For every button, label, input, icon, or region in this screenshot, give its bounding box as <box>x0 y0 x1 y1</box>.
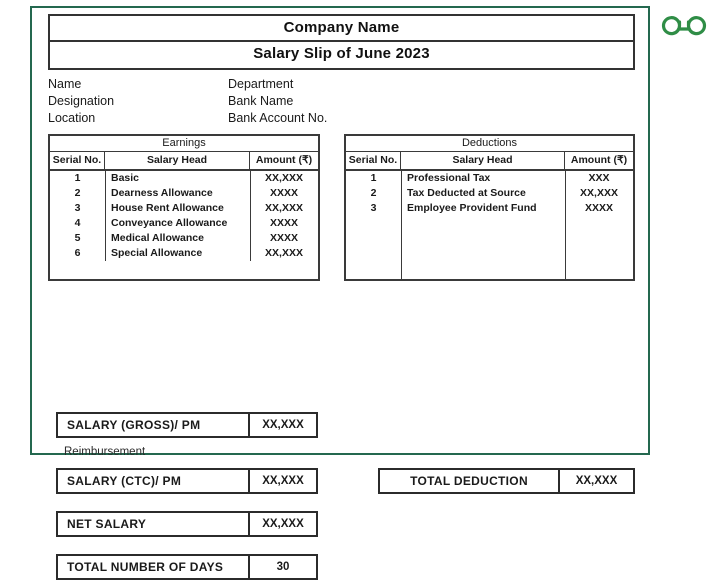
table-row: 6 Special Allowance XX,XXX <box>50 246 318 261</box>
deductions-amount: XXXX <box>584 202 613 214</box>
employee-field-designation: Designation <box>48 94 115 108</box>
deductions-serial: 2 <box>370 187 377 199</box>
deductions-table-header: Serial No. Salary Head Amount (₹) <box>346 152 633 171</box>
deductions-col-serial: Serial No. <box>346 152 401 169</box>
table-row: 3 House Rent Allowance XX,XXX <box>50 201 318 216</box>
employee-field-location: Location <box>48 111 96 125</box>
salary-ctc-label: SALARY (CTC)/ PM <box>67 474 182 488</box>
table-row: 1 Basic XX,XXX <box>50 171 318 186</box>
table-row: 2 Tax Deducted at Source XX,XXX <box>346 186 633 201</box>
earnings-head: House Rent Allowance <box>111 202 224 214</box>
earnings-serial: 4 <box>74 217 81 229</box>
employee-field-name: Name <box>48 77 82 91</box>
earnings-amount: XXXX <box>269 232 298 244</box>
employee-detail-row: Location Bank Account No. <box>48 110 635 127</box>
employee-field-bank-account: Bank Account No. <box>228 111 328 125</box>
earnings-col-serial: Serial No. <box>50 152 105 169</box>
table-row: 3 Employee Provident Fund XXXX <box>346 201 633 216</box>
total-days-label: TOTAL NUMBER OF DAYS <box>67 560 224 574</box>
earnings-col-amount: Amount (₹) <box>255 154 313 166</box>
deductions-table-title: Deductions <box>346 136 633 152</box>
earnings-amount: XXXX <box>269 187 298 199</box>
salary-ctc-value: XX,XXX <box>248 470 316 492</box>
deductions-divider-1 <box>401 171 402 279</box>
deductions-head: Tax Deducted at Source <box>407 187 526 199</box>
total-days-value: 30 <box>248 556 316 578</box>
deductions-amount: XX,XXX <box>580 187 618 199</box>
deductions-table-body: 1 Professional Tax XXX 2 Tax Deducted at… <box>346 171 633 279</box>
reimbursement-label: Reimbursement <box>64 446 146 458</box>
deductions-head: Employee Provident Fund <box>407 202 537 214</box>
deductions-col-amount: Amount (₹) <box>570 154 628 166</box>
deductions-amount: XXX <box>588 172 610 184</box>
total-deduction-label: TOTAL DEDUCTION <box>410 474 528 488</box>
net-salary-label: NET SALARY <box>67 517 147 531</box>
earnings-divider-1 <box>105 171 106 261</box>
earnings-amount: XX,XXX <box>265 202 303 214</box>
employee-detail-row: Name Department <box>48 76 635 93</box>
table-row: 5 Medical Allowance XXXX <box>50 231 318 246</box>
deductions-divider-2 <box>565 171 566 279</box>
table-row: 1 Professional Tax XXX <box>346 171 633 186</box>
net-salary-value: XX,XXX <box>248 513 316 535</box>
salary-slip-page: Company Name Salary Slip of June 2023 Na… <box>30 6 712 580</box>
company-name-text: Company Name <box>283 19 400 36</box>
salary-gross-label: SALARY (GROSS)/ PM <box>67 418 201 432</box>
earnings-head: Medical Allowance <box>111 232 204 244</box>
earnings-head: Dearness Allowance <box>111 187 213 199</box>
salary-gross-value: XX,XXX <box>248 414 316 436</box>
total-deduction-value: XX,XXX <box>558 470 633 492</box>
salary-gross-box: SALARY (GROSS)/ PM XX,XXX <box>56 412 318 438</box>
earnings-amount: XX,XXX <box>265 247 303 259</box>
earnings-serial: 1 <box>74 172 81 184</box>
earnings-col-salary-head: Salary Head <box>105 152 250 169</box>
employee-field-bank-name: Bank Name <box>228 94 294 108</box>
earnings-table-header: Serial No. Salary Head Amount (₹) <box>50 152 318 171</box>
employee-field-department: Department <box>228 77 294 91</box>
earnings-head: Basic <box>111 172 140 184</box>
earnings-head: Conveyance Allowance <box>111 217 228 229</box>
slip-title-box: Salary Slip of June 2023 <box>48 42 635 70</box>
slip-content: Company Name Salary Slip of June 2023 Na… <box>48 14 635 580</box>
total-deduction-box: TOTAL DEDUCTION XX,XXX <box>378 468 635 494</box>
deductions-head: Professional Tax <box>407 172 491 184</box>
deductions-col-salary-head: Salary Head <box>401 152 565 169</box>
earnings-table-body: 1 Basic XX,XXX 2 Dearness Allowance XXXX… <box>50 171 318 261</box>
earnings-serial: 6 <box>74 247 81 259</box>
earnings-head: Special Allowance <box>111 247 203 259</box>
deductions-table: Deductions Serial No. Salary Head Amount… <box>344 134 635 281</box>
salary-ctc-box: SALARY (CTC)/ PM XX,XXX <box>56 468 318 494</box>
deductions-serial: 3 <box>370 202 377 214</box>
employee-detail-row: Designation Bank Name <box>48 93 635 110</box>
geeksforgeeks-logo <box>656 8 712 50</box>
earnings-table-title: Earnings <box>50 136 318 152</box>
earnings-serial: 5 <box>74 232 81 244</box>
table-row: 4 Conveyance Allowance XXXX <box>50 216 318 231</box>
earnings-divider-2 <box>250 171 251 261</box>
earnings-amount: XX,XXX <box>265 172 303 184</box>
total-days-box: TOTAL NUMBER OF DAYS 30 <box>56 554 318 580</box>
earnings-table: Earnings Serial No. Salary Head Amount (… <box>48 134 320 281</box>
deductions-serial: 1 <box>370 172 377 184</box>
earnings-serial: 2 <box>74 187 81 199</box>
company-name-box: Company Name <box>48 14 635 42</box>
earnings-serial: 3 <box>74 202 81 214</box>
slip-title-text: Salary Slip of June 2023 <box>253 45 430 62</box>
table-row: 2 Dearness Allowance XXXX <box>50 186 318 201</box>
employee-details: Name Department Designation Bank Name Lo… <box>48 76 635 127</box>
net-salary-box: NET SALARY XX,XXX <box>56 511 318 537</box>
earnings-amount: XXXX <box>269 217 298 229</box>
